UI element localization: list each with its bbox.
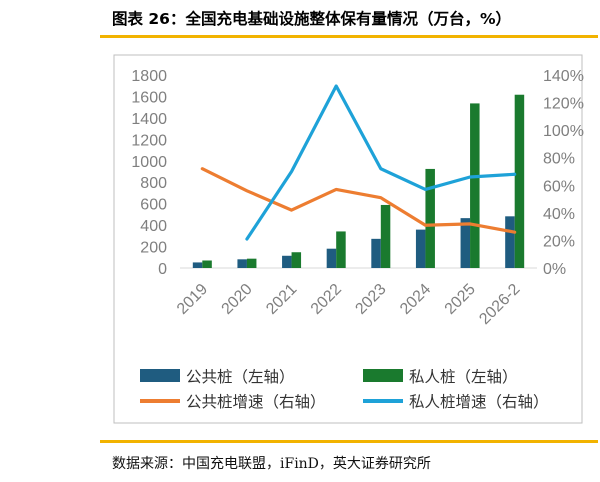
line-private-growth: [245, 84, 517, 241]
top-rule: [100, 35, 598, 38]
y-left-tick-label: 800: [140, 175, 167, 192]
bar-private: [470, 103, 480, 269]
bar-public: [237, 259, 247, 268]
bar-private: [514, 94, 525, 269]
left-axis: 0 200 400 600 800 1000 1200 1400 1600 1800: [131, 68, 167, 278]
legend-label: 公共桩增速（右轴）: [186, 393, 326, 411]
right-axis: 0% 20% 40% 60% 80% 100% 120% 140%: [543, 68, 584, 278]
bar-public: [192, 262, 203, 268]
legend-label: 公共桩（左轴）: [186, 368, 295, 386]
bar-public: [460, 218, 471, 268]
y-right-tick-label: 20%: [543, 233, 575, 250]
bar-private: [202, 260, 212, 268]
bar-public: [282, 255, 292, 268]
source-note: 数据来源：中国充电联盟，iFinD，英大证券研究所: [112, 456, 431, 472]
bottom-rule: [100, 440, 598, 443]
y-right-tick-label: 100%: [543, 123, 584, 140]
y-right-tick-label: 40%: [543, 206, 575, 223]
y-left-tick-label: 1400: [131, 111, 167, 128]
y-right-tick-label: 60%: [543, 178, 575, 195]
legend: 公共桩（左轴） 私人桩（左轴） 公共桩增速（右轴） 私人桩增速（右轴）: [140, 368, 549, 411]
legend-swatch: [140, 369, 180, 382]
bar-private: [336, 231, 346, 268]
bar-private: [380, 204, 391, 268]
chart-title: 图表 26：全国充电基础设施整体保有量情况（万台，%）: [112, 10, 511, 28]
y-left-tick-label: 0: [158, 261, 167, 278]
bar-public: [415, 229, 426, 268]
y-left-tick-label: 200: [140, 240, 167, 257]
legend-swatch: [363, 369, 403, 382]
y-left-tick-label: 1800: [131, 68, 167, 85]
legend-label: 私人桩增速（右轴）: [409, 393, 549, 411]
legend-label: 私人桩（左轴）: [409, 368, 518, 386]
bar-public: [371, 238, 381, 268]
y-left-tick-label: 600: [140, 197, 167, 214]
bars: [192, 94, 525, 269]
y-right-tick-label: 80%: [543, 151, 575, 168]
bar-private: [246, 258, 257, 268]
bar-private: [425, 168, 435, 268]
line-public-growth: [200, 167, 517, 234]
bar-private: [291, 252, 302, 268]
growth-lines: [200, 84, 517, 241]
bar-public: [505, 216, 515, 268]
y-left-tick-label: 1000: [131, 154, 167, 171]
y-left-tick-label: 400: [140, 218, 167, 235]
y-right-tick-label: 120%: [543, 96, 584, 113]
y-left-tick-label: 1600: [131, 89, 167, 106]
y-right-tick-label: 0%: [543, 261, 566, 278]
y-right-tick-label: 140%: [543, 68, 584, 85]
bar-public: [326, 248, 337, 268]
y-left-tick-label: 1200: [131, 132, 167, 149]
chart-frame: [113, 54, 583, 424]
